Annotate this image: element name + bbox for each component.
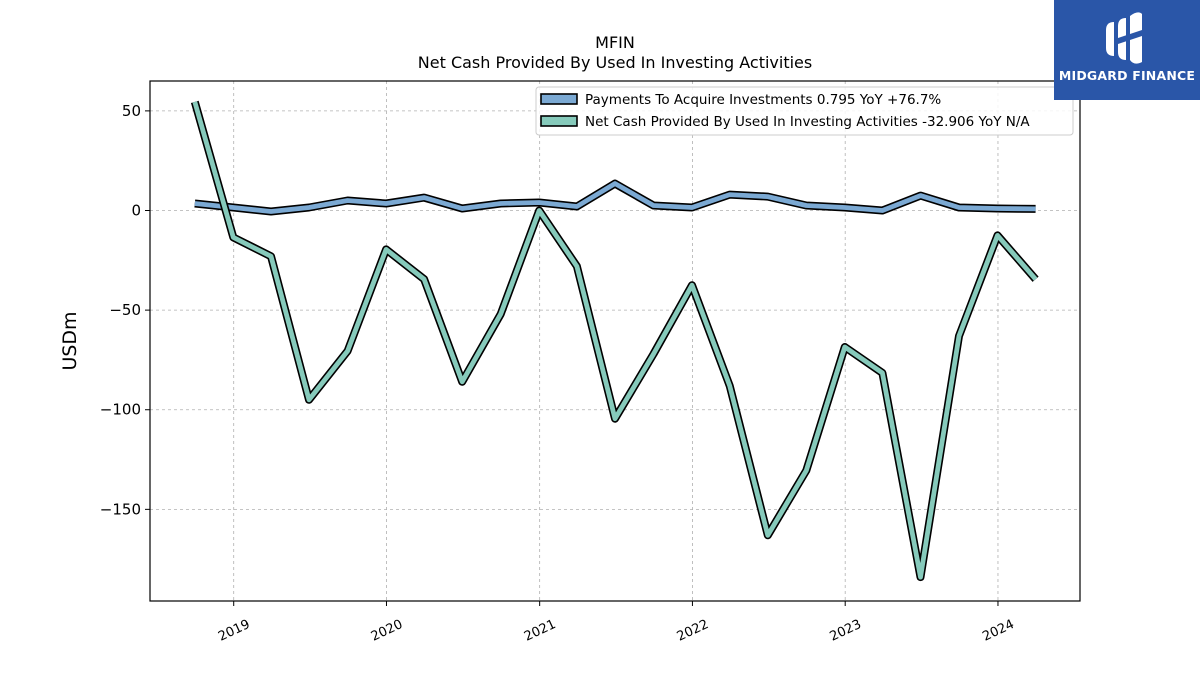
legend: Payments To Acquire Investments 0.795 Yo… bbox=[535, 86, 1074, 136]
chart-title: MFIN bbox=[595, 33, 635, 52]
x-tick-label: 2021 bbox=[522, 617, 558, 645]
y-tick-label: −50 bbox=[109, 301, 141, 319]
logo-text: MIDGARD FINANCE bbox=[1058, 68, 1196, 83]
chart-subtitle: Net Cash Provided By Used In Investing A… bbox=[418, 53, 812, 72]
x-tick-label: 2022 bbox=[675, 617, 711, 645]
x-tick-label: 2024 bbox=[980, 617, 1016, 645]
y-tick-label: 0 bbox=[131, 202, 141, 220]
x-tick-label: 2023 bbox=[828, 617, 864, 645]
x-tick-label: 2020 bbox=[369, 617, 405, 645]
legend-label-2: Net Cash Provided By Used In Investing A… bbox=[585, 114, 1030, 130]
y-tick-label: −150 bbox=[100, 500, 141, 518]
logo-mark-icon bbox=[1106, 12, 1142, 64]
series-line-2 bbox=[192, 101, 1038, 580]
legend-swatch-1 bbox=[540, 93, 578, 105]
legend-swatch-2 bbox=[540, 115, 578, 127]
legend-frame bbox=[535, 86, 1074, 136]
y-tick-label: −100 bbox=[100, 401, 141, 419]
x-axis-ticks: 2019 2020 2021 2022 2023 2024 bbox=[216, 601, 1017, 645]
y-axis-ticks: 50 0 −50 −100 −150 bbox=[100, 102, 150, 518]
legend-label-1: Payments To Acquire Investments 0.795 Yo… bbox=[585, 92, 941, 108]
y-tick-label: 50 bbox=[122, 102, 141, 120]
y-axis-label: USDm bbox=[59, 311, 81, 370]
series-line-1 bbox=[194, 181, 1036, 214]
brand-logo: MIDGARD FINANCE bbox=[1054, 0, 1200, 100]
x-tick-label: 2019 bbox=[216, 617, 252, 645]
plot-frame bbox=[149, 80, 1081, 602]
series-group bbox=[190, 100, 1039, 582]
